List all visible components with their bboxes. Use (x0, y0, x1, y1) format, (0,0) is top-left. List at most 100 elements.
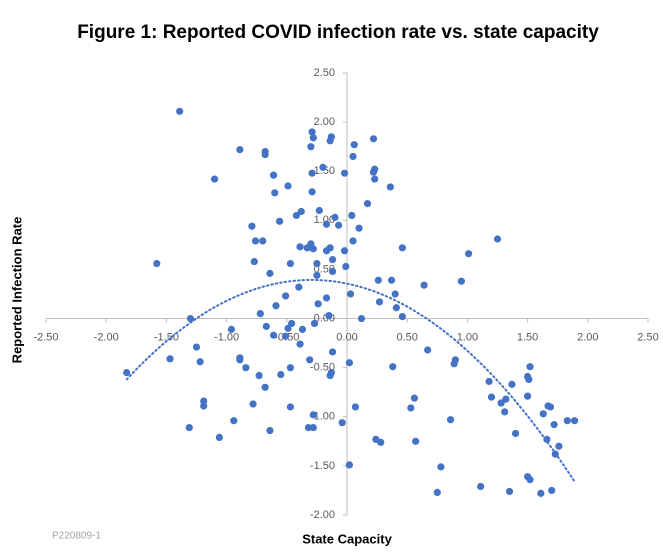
x-tick-label: 0.50 (396, 331, 417, 343)
y-tick-label: -1.50 (310, 460, 335, 472)
point (375, 298, 384, 306)
point (250, 257, 258, 266)
point (338, 419, 346, 427)
point (200, 402, 208, 410)
point (306, 356, 314, 364)
point (340, 169, 349, 177)
point (309, 411, 317, 419)
point (543, 435, 551, 443)
point (236, 356, 244, 364)
point (249, 400, 257, 408)
point (284, 324, 292, 332)
point (269, 171, 278, 179)
x-tick-label: 1.00 (457, 331, 478, 343)
point (485, 377, 493, 386)
point (309, 245, 317, 253)
point (322, 220, 331, 228)
point (563, 417, 571, 425)
point (342, 262, 350, 271)
point (298, 325, 307, 333)
x-tick-label: -1.00 (214, 331, 239, 343)
point (286, 259, 295, 268)
y-tick-label: -2.00 (310, 509, 335, 521)
point (307, 143, 315, 151)
point (446, 416, 455, 424)
point (259, 237, 267, 245)
point (326, 244, 334, 252)
point (328, 256, 337, 264)
trendline (125, 278, 576, 483)
point (281, 292, 290, 300)
point (410, 394, 419, 402)
point (371, 165, 379, 173)
point (477, 482, 485, 491)
point (350, 141, 358, 149)
point (451, 356, 459, 364)
point (497, 399, 505, 407)
point (319, 163, 327, 171)
point (153, 259, 161, 268)
point (389, 363, 397, 371)
x-tick-label: 0.00 (336, 331, 357, 343)
y-tick-label: 1.50 (314, 165, 335, 177)
point (377, 438, 385, 446)
point (537, 489, 545, 497)
point (315, 206, 323, 215)
point (261, 383, 269, 391)
x-tick-label: -2.50 (33, 331, 58, 343)
point (277, 370, 285, 379)
point (386, 183, 394, 191)
point (349, 152, 357, 161)
point (314, 300, 322, 308)
y-axis-title: Reported Infection Rate (9, 217, 24, 364)
point (437, 463, 445, 471)
point (407, 404, 415, 412)
x-tick-label: -1.50 (154, 331, 179, 343)
point (310, 319, 319, 328)
point (355, 224, 363, 232)
point (295, 283, 303, 291)
point (371, 175, 379, 183)
point (215, 433, 223, 442)
point (313, 259, 321, 268)
point (347, 290, 355, 298)
point (550, 421, 558, 429)
point (256, 310, 264, 318)
x-tick-label: 2.00 (577, 331, 598, 343)
point (392, 304, 400, 312)
point (251, 237, 260, 245)
point (465, 250, 473, 258)
point (272, 302, 280, 310)
point (555, 442, 563, 450)
point (412, 437, 420, 445)
point (546, 403, 555, 411)
y-tick-label: 2.00 (314, 116, 335, 128)
point (457, 277, 465, 285)
point (539, 410, 547, 418)
point (210, 175, 219, 183)
point (236, 146, 244, 154)
point (176, 107, 184, 115)
point (123, 368, 131, 377)
point (570, 417, 579, 425)
point (242, 364, 250, 372)
point (398, 312, 406, 321)
point (328, 348, 337, 356)
point (185, 423, 193, 432)
point (322, 294, 331, 302)
point (325, 312, 333, 320)
point (424, 346, 432, 354)
point (248, 222, 256, 230)
point (524, 392, 532, 400)
point (526, 476, 534, 484)
point (266, 269, 274, 277)
point (387, 276, 396, 284)
point (166, 355, 174, 363)
y-tick-label: 2.50 (314, 67, 335, 79)
point (296, 340, 304, 348)
point (192, 343, 201, 351)
point (334, 221, 343, 229)
chart-title: Figure 1: Reported COVID infection rate … (77, 22, 599, 43)
point (196, 358, 204, 366)
